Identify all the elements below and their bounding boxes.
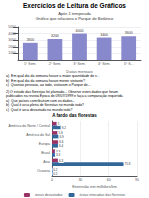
svg-text:90: 90 bbox=[135, 178, 139, 182]
svg-text:c) Qual é arca devastada no m: c) Qual é arca devastada no mundo todo? bbox=[6, 108, 72, 112]
svg-text:6.9: 6.9 bbox=[60, 135, 65, 139]
svg-text:áreas intocadas das florestas: áreas intocadas das florestas bbox=[80, 193, 126, 197]
svg-text:3400: 3400 bbox=[100, 33, 108, 37]
svg-text:3ª Sem.: 3ª Sem. bbox=[73, 62, 85, 66]
svg-text:3.3: 3.3 bbox=[56, 149, 61, 153]
svg-text:1ª Sem.: 1ª Sem. bbox=[24, 62, 36, 66]
svg-text:2ª Sem.: 2ª Sem. bbox=[49, 62, 61, 66]
svg-text:6.3: 6.3 bbox=[59, 158, 64, 162]
svg-text:6.4: 6.4 bbox=[59, 144, 64, 148]
svg-text:publicados na revista Época de: publicados na revista Época de 09/07/199… bbox=[6, 93, 124, 98]
svg-text:A fardo das florestas: A fardo das florestas bbox=[52, 113, 97, 118]
svg-text:c) Quantas pessoas, ao todo,: c) Quantas pessoas, ao todo, visitaram o… bbox=[6, 83, 91, 87]
svg-text:América do Norte / Central: América do Norte / Central bbox=[9, 124, 51, 128]
svg-text:Ásia: Ásia bbox=[43, 160, 50, 164]
svg-text:áreas devastadas: áreas devastadas bbox=[35, 193, 63, 197]
svg-text:Europa: Europa bbox=[39, 142, 50, 146]
svg-text:Exercícios de Leitura de Gráfi: Exercícios de Leitura de Gráficos bbox=[23, 2, 126, 9]
svg-text:3000: 3000 bbox=[8, 38, 16, 42]
svg-text:0.2: 0.2 bbox=[53, 171, 58, 175]
svg-text:Após 1 temporada: Após 1 temporada bbox=[58, 11, 91, 16]
svg-text:0: 0 bbox=[51, 178, 53, 182]
svg-text:5000: 5000 bbox=[8, 25, 16, 29]
svg-text:75.8: 75.8 bbox=[125, 162, 131, 166]
svg-text:5ª S...: 5ª S... bbox=[124, 62, 133, 66]
svg-text:4ª Sem.: 4ª Sem. bbox=[98, 62, 110, 66]
svg-text:1000: 1000 bbox=[8, 51, 16, 55]
svg-text:4000: 4000 bbox=[8, 32, 16, 36]
svg-text:5.9: 5.9 bbox=[58, 131, 63, 135]
svg-text:Oceania: Oceania bbox=[37, 169, 50, 173]
svg-text:3600: 3600 bbox=[125, 31, 133, 35]
svg-text:6.6: 6.6 bbox=[59, 140, 64, 144]
svg-text:Extensão em milhões/km: Extensão em milhões/km bbox=[72, 184, 117, 189]
svg-text:América do Sul: América do Sul bbox=[26, 133, 50, 137]
svg-text:3200: 3200 bbox=[51, 34, 59, 38]
svg-text:2) O estudo das florestas foi: 2) O estudo das florestas foi plantado..… bbox=[6, 90, 118, 94]
svg-text:60: 60 bbox=[107, 178, 111, 182]
svg-text:Gráfico que relaciona o Parque: Gráfico que relaciona o Parque de Botâni… bbox=[36, 16, 114, 21]
svg-text:Brasil: Brasil bbox=[41, 151, 50, 155]
svg-text:b) Em qual dia da semana houv: b) Em qual dia da semana houve menor vis… bbox=[6, 79, 85, 83]
svg-text:2000: 2000 bbox=[8, 45, 16, 49]
svg-text:a) Em qual dia da semana houv: a) Em qual dia da semana houve a maior q… bbox=[6, 74, 100, 78]
svg-text:5: 5 bbox=[58, 122, 60, 126]
svg-text:Datas mensais: Datas mensais bbox=[66, 69, 92, 74]
svg-text:30: 30 bbox=[78, 178, 82, 182]
svg-text:2600: 2600 bbox=[26, 38, 34, 42]
svg-text:a) Que países contribuíram co: a) Que países contribuíram com os dados.… bbox=[6, 99, 75, 103]
svg-text:3.3: 3.3 bbox=[56, 153, 61, 157]
svg-text:9.2: 9.2 bbox=[62, 125, 67, 129]
svg-text:0.2: 0.2 bbox=[53, 167, 58, 172]
svg-text:b) Qual é arca plena de flore: b) Qual é arca plena de florestas no mun… bbox=[6, 103, 84, 107]
svg-text:4000: 4000 bbox=[76, 29, 84, 33]
